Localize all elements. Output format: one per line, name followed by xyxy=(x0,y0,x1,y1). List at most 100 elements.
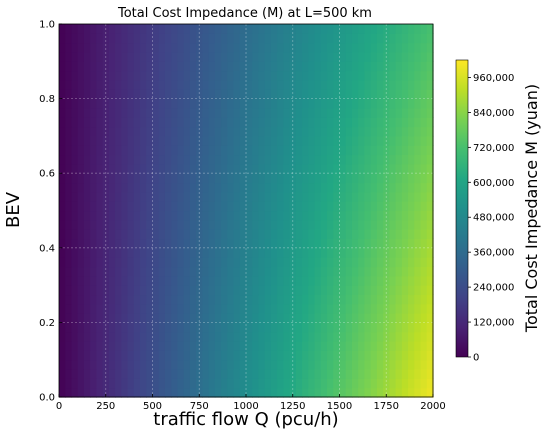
heatmap-cell xyxy=(90,341,97,351)
heatmap-cell xyxy=(302,61,309,72)
heatmap-cell xyxy=(96,378,104,389)
heatmap-cell xyxy=(408,350,415,361)
heatmap-cell xyxy=(339,322,347,333)
heatmap-cell xyxy=(59,341,66,351)
heatmap-cell xyxy=(395,107,403,118)
heatmap-cell xyxy=(383,210,390,221)
heatmap-cell xyxy=(283,117,291,128)
heatmap-cell xyxy=(420,219,428,230)
heatmap-cell xyxy=(395,266,403,277)
heatmap-cell xyxy=(115,341,122,351)
heatmap-cell xyxy=(239,369,247,379)
heatmap-cell xyxy=(71,229,79,240)
heatmap-cell xyxy=(115,163,122,174)
heatmap-cell xyxy=(252,70,260,81)
heatmap-cell xyxy=(152,173,160,184)
heatmap-cell xyxy=(370,51,378,62)
heatmap-cell xyxy=(71,219,79,230)
heatmap-cell xyxy=(426,378,434,389)
heatmap-cell xyxy=(140,126,147,137)
heatmap-cell xyxy=(108,42,116,53)
heatmap-cell xyxy=(208,229,216,240)
heatmap-cell xyxy=(164,303,172,314)
heatmap-cell xyxy=(383,135,390,146)
heatmap-cell xyxy=(196,145,203,156)
heatmap-cell xyxy=(358,163,366,174)
heatmap-cell xyxy=(221,247,228,258)
heatmap-cell xyxy=(90,257,97,268)
heatmap-cell xyxy=(140,51,147,62)
heatmap-cell xyxy=(320,275,328,286)
heatmap-cell xyxy=(152,33,160,44)
heatmap-cell xyxy=(302,98,309,109)
heatmap-cell xyxy=(189,98,197,109)
heatmap-cell xyxy=(364,229,372,240)
heatmap-cell xyxy=(339,341,347,351)
heatmap-cell xyxy=(239,154,247,165)
heatmap-cell xyxy=(108,201,116,212)
heatmap-cell xyxy=(408,247,415,258)
heatmap-cell xyxy=(314,79,322,90)
heatmap-cell xyxy=(358,387,366,398)
heatmap-cell xyxy=(214,145,222,156)
colorbar-tick-label: 360,000 xyxy=(473,248,514,259)
heatmap-cell xyxy=(314,98,322,109)
heatmap-cell xyxy=(102,163,110,174)
heatmap-cell xyxy=(146,51,154,62)
heatmap-cell xyxy=(277,145,284,156)
heatmap-cell xyxy=(208,303,216,314)
heatmap-cell xyxy=(140,70,147,81)
heatmap-cell xyxy=(96,70,104,81)
heatmap-cell xyxy=(283,257,291,268)
heatmap-cell xyxy=(196,238,203,249)
heatmap-cell xyxy=(295,24,303,34)
heatmap-cell xyxy=(358,210,366,221)
heatmap-cell xyxy=(252,238,260,249)
heatmap-cell xyxy=(115,266,122,277)
heatmap-cell xyxy=(283,24,291,34)
heatmap-cell xyxy=(164,275,172,286)
heatmap-cell xyxy=(308,331,316,342)
heatmap-cell xyxy=(152,126,160,137)
heatmap-cell xyxy=(239,322,247,333)
heatmap-cell xyxy=(140,229,147,240)
heatmap-cell xyxy=(202,341,210,351)
heatmap-cell xyxy=(308,145,316,156)
heatmap-cell xyxy=(158,378,166,389)
heatmap-cell xyxy=(420,303,428,314)
heatmap-cell xyxy=(183,33,191,44)
heatmap-cell xyxy=(127,331,135,342)
heatmap-cell xyxy=(358,79,366,90)
heatmap-cell xyxy=(351,285,359,296)
heatmap-cell xyxy=(277,238,284,249)
heatmap-cell xyxy=(345,107,353,118)
heatmap-cell xyxy=(327,163,334,174)
heatmap-cell xyxy=(389,42,397,53)
heatmap-cell xyxy=(283,331,291,342)
heatmap-cell xyxy=(71,163,79,174)
heatmap-cell xyxy=(140,89,147,100)
heatmap-cell xyxy=(408,275,415,286)
heatmap-cell xyxy=(246,201,253,212)
heatmap-cell xyxy=(345,313,353,323)
heatmap-cell xyxy=(408,98,415,109)
heatmap-cell xyxy=(177,369,185,379)
heatmap-cell xyxy=(90,145,97,156)
heatmap-cell xyxy=(221,257,228,268)
heatmap-cell xyxy=(239,275,247,286)
heatmap-cell xyxy=(339,117,347,128)
heatmap-cell xyxy=(59,51,66,62)
heatmap-cell xyxy=(401,275,409,286)
heatmap-cell xyxy=(71,191,79,202)
heatmap-cell xyxy=(127,322,135,333)
heatmap-cell xyxy=(121,229,129,240)
heatmap-cell xyxy=(339,145,347,156)
heatmap-cell xyxy=(426,257,434,268)
heatmap-cell xyxy=(327,350,334,361)
heatmap-cell xyxy=(345,369,353,379)
heatmap-cell xyxy=(239,229,247,240)
heatmap-cell xyxy=(408,61,415,72)
heatmap-cell xyxy=(171,98,179,109)
heatmap-cell xyxy=(258,154,266,165)
heatmap-cell xyxy=(171,107,179,118)
